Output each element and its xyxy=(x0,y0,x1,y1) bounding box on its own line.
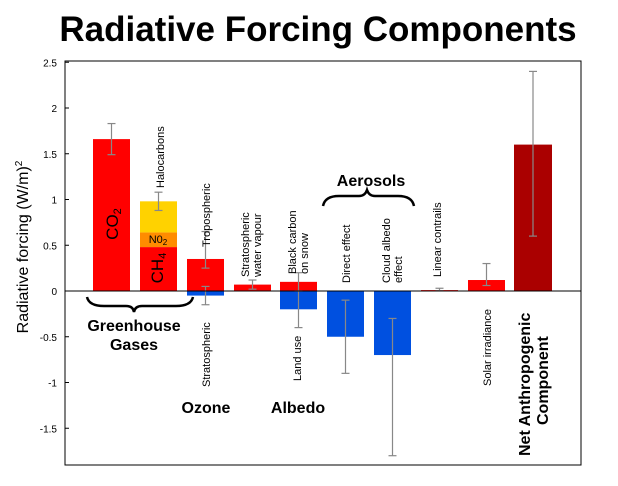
greenhouse-label-line1: Greenhouse xyxy=(87,318,180,335)
co2-label: CO2 xyxy=(103,208,124,240)
aerosols-brace xyxy=(321,186,416,207)
bar-co2 xyxy=(93,139,130,291)
land-use-label: Land use xyxy=(292,336,304,381)
black-carbon-label-line2: on snow xyxy=(299,233,311,274)
y-tick-layer: 2.5 2 1.5 1 0.5 0 -0.5 -1 -1.5 xyxy=(40,58,69,435)
y-tick-label: 1 xyxy=(51,196,57,207)
n2o-label: N02 xyxy=(149,234,168,247)
y-tick-label: -0.5 xyxy=(40,333,58,344)
y-tick-label: 0 xyxy=(51,287,57,298)
ch4-label: CH4 xyxy=(148,253,169,284)
albedo-label: Albedo xyxy=(271,400,325,417)
greenhouse-brace xyxy=(85,296,195,313)
y-tick-label: -1.5 xyxy=(40,424,58,435)
y-axis-label-text: Radiative forcing (W/m) xyxy=(15,166,32,333)
y-tick-label: 2.5 xyxy=(43,58,57,69)
stratospheric-ozone-label: Stratospheric xyxy=(201,322,213,387)
strat-water-vapour-label-line2: water vapour xyxy=(252,213,264,278)
black-carbon-label-line1: Black carbon xyxy=(287,210,299,274)
y-axis-label-sup: 2 xyxy=(14,160,25,166)
ozone-label: Ozone xyxy=(182,400,231,417)
y-tick-label: -1 xyxy=(48,379,57,390)
y-axis-label: Radiative forcing (W/m)2 xyxy=(14,160,32,333)
bar-n2o xyxy=(140,232,177,248)
plot-frame xyxy=(64,60,582,466)
net-anthropogenic-label-line2: Component xyxy=(535,335,552,425)
aerosols-label: Aerosols xyxy=(337,173,406,190)
direct-effect-label: Direct effect xyxy=(341,225,353,284)
greenhouse-label-line2: Gases xyxy=(110,337,158,354)
linear-contrails-label: Linear contrails xyxy=(432,202,444,277)
y-tick-label: 0.5 xyxy=(43,241,57,252)
y-tick-label: 1.5 xyxy=(43,150,57,161)
tropospheric-label: Tropospheric xyxy=(201,183,213,247)
halocarbons-label: Halocarbons xyxy=(155,126,167,188)
net-anthropogenic-label-line1: Net Anthropogenic xyxy=(517,313,534,457)
chart-title: Radiative Forcing Components xyxy=(59,10,576,49)
y-tick-label: 2 xyxy=(51,104,57,115)
strat-water-vapour-label-line1: Stratospheric xyxy=(240,212,252,277)
bar-ch4 xyxy=(140,247,177,291)
cloud-albedo-label-line2: effect xyxy=(393,256,405,283)
solar-irradiance-label: Solar irradiance xyxy=(482,309,494,386)
cloud-albedo-label-line1: Cloud albedo xyxy=(381,218,393,283)
